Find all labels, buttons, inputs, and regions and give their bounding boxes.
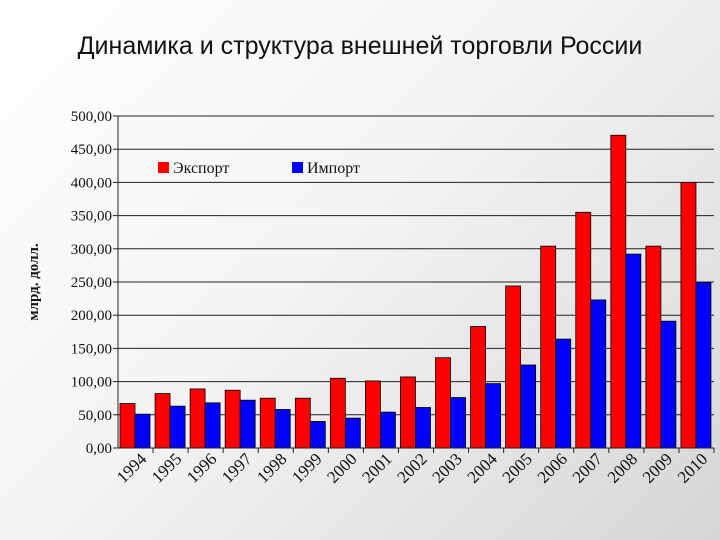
y-axis-ticks: 0,00 50,00 100,00 150,00 200,00 250,00 300,00 3… bbox=[71, 109, 118, 457]
x-tick-label: 2007 bbox=[569, 449, 607, 487]
bar-import-2003 bbox=[450, 397, 466, 449]
bar-import-1994 bbox=[134, 413, 151, 449]
x-tick-label: 2004 bbox=[463, 449, 501, 487]
bar-export-2000 bbox=[329, 377, 346, 449]
bar-import-2002 bbox=[415, 407, 431, 449]
y-tick-label: 400,00 bbox=[71, 175, 112, 191]
bar-export-2005 bbox=[505, 285, 522, 449]
bar-export-1996 bbox=[189, 388, 206, 449]
x-tick-label: 2006 bbox=[534, 449, 571, 486]
x-tick-label: 1997 bbox=[218, 449, 256, 487]
x-tick-label: 1994 bbox=[113, 449, 151, 487]
axes bbox=[117, 116, 714, 449]
bar-export-1997 bbox=[224, 389, 241, 449]
bar-export-1994 bbox=[119, 403, 136, 449]
bar-import-1995 bbox=[169, 405, 186, 449]
y-tick-label: 100,00 bbox=[71, 375, 112, 391]
x-axis-ticks: 1994199519961997199819992000200120022003… bbox=[113, 448, 715, 487]
y-tick-label: 200,00 bbox=[71, 308, 112, 324]
bars bbox=[119, 134, 712, 449]
bar-import-2000 bbox=[344, 417, 361, 449]
x-tick-label: 2001 bbox=[358, 449, 395, 486]
bar-import-2001 bbox=[380, 411, 396, 449]
x-tick-label: 2010 bbox=[674, 449, 711, 486]
x-tick-label: 2000 bbox=[323, 449, 360, 486]
bar-export-2010 bbox=[680, 181, 697, 449]
bar-import-1998 bbox=[274, 409, 291, 449]
bar-export-2002 bbox=[400, 376, 416, 449]
x-tick-label: 1995 bbox=[148, 449, 185, 486]
bar-import-1997 bbox=[239, 399, 256, 449]
bar-export-2008 bbox=[610, 134, 627, 449]
x-tick-label: 2008 bbox=[604, 449, 641, 486]
y-tick-label: 450,00 bbox=[71, 142, 112, 158]
x-tick-label: 2009 bbox=[639, 449, 676, 486]
y-tick-label: 150,00 bbox=[71, 341, 112, 357]
y-tick-label: 0,00 bbox=[86, 441, 112, 457]
x-tick-label: 1998 bbox=[253, 449, 290, 486]
bar-export-2004 bbox=[470, 326, 486, 449]
y-tick-label: 250,00 bbox=[71, 275, 112, 291]
y-tick-label: 300,00 bbox=[71, 242, 112, 258]
bar-import-2005 bbox=[520, 364, 537, 449]
bar-import-2008 bbox=[625, 253, 642, 449]
legend: Экспорт Импорт bbox=[158, 160, 360, 177]
bar-import-1996 bbox=[204, 402, 221, 449]
bar-export-1998 bbox=[259, 397, 276, 449]
bar-import-1999 bbox=[309, 421, 326, 449]
bar-export-1999 bbox=[294, 397, 311, 449]
y-tick-label: 350,00 bbox=[71, 209, 112, 225]
bar-export-2003 bbox=[435, 357, 451, 449]
x-tick-label: 2002 bbox=[393, 449, 430, 486]
legend-label-export: Экспорт bbox=[173, 160, 229, 177]
bar-export-2009 bbox=[645, 245, 662, 449]
x-tick-label: 1996 bbox=[183, 449, 220, 486]
y-tick-label: 50,00 bbox=[78, 408, 112, 424]
bar-import-2007 bbox=[590, 299, 607, 449]
legend-label-import: Импорт bbox=[307, 160, 360, 177]
y-axis-label: млрд. долл. bbox=[26, 243, 42, 321]
bar-import-2009 bbox=[660, 320, 677, 449]
bar-import-2004 bbox=[485, 383, 501, 449]
x-tick-label: 1999 bbox=[288, 449, 325, 486]
x-tick-label: 2005 bbox=[499, 449, 536, 486]
x-tick-label: 2003 bbox=[428, 449, 465, 486]
y-tick-label: 500,00 bbox=[71, 109, 112, 125]
chart-title: Динамика и структура внешней торговли Ро… bbox=[77, 32, 643, 60]
bar-import-2010 bbox=[695, 282, 712, 449]
bar-export-2006 bbox=[540, 245, 557, 449]
bar-import-2006 bbox=[555, 338, 572, 449]
bar-export-2001 bbox=[365, 380, 381, 449]
legend-swatch-import bbox=[292, 162, 303, 173]
bar-export-2007 bbox=[575, 211, 592, 449]
bar-export-1995 bbox=[154, 393, 171, 449]
legend-swatch-export bbox=[158, 162, 169, 173]
